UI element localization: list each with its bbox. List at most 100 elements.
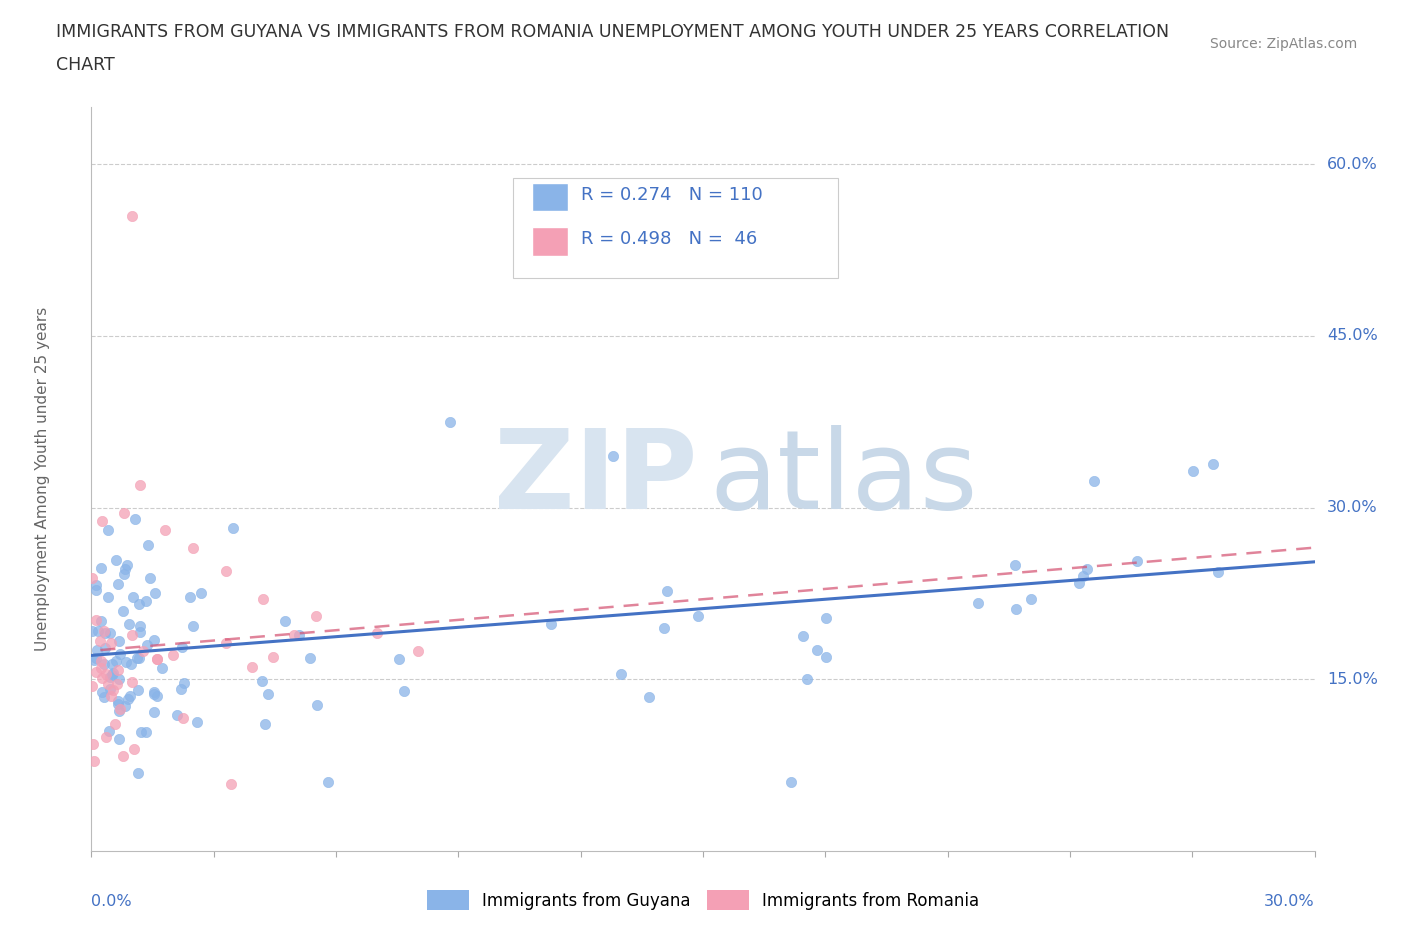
- Point: [1076, 562, 1098, 577]
- Point: [91, 671, 114, 685]
- Point: [815, 650, 838, 665]
- Point: [107, 671, 129, 686]
- Point: [100, 636, 122, 651]
- Point: [128, 625, 150, 640]
- Point: [117, 617, 139, 631]
- Text: IMMIGRANTS FROM GUYANA VS IMMIGRANTS FROM ROMANIA UNEMPLOYMENT AMONG YOUTH UNDER: IMMIGRANTS FROM GUYANA VS IMMIGRANTS FRO…: [56, 23, 1170, 41]
- Point: [97, 590, 120, 604]
- Legend: Immigrants from Guyana, Immigrants from Romania: Immigrants from Guyana, Immigrants from …: [420, 884, 986, 917]
- Point: [966, 595, 988, 610]
- Point: [262, 649, 284, 664]
- Point: [101, 657, 124, 671]
- Point: [143, 684, 166, 699]
- Point: [84, 613, 107, 628]
- Point: [108, 732, 131, 747]
- Point: [121, 674, 143, 689]
- Point: [655, 583, 678, 598]
- Point: [84, 665, 107, 680]
- Point: [124, 741, 146, 756]
- Point: [298, 651, 321, 666]
- Point: [143, 633, 166, 648]
- Point: [107, 694, 129, 709]
- Point: [105, 676, 128, 691]
- Point: [814, 610, 837, 625]
- Point: [86, 582, 108, 597]
- Point: [181, 619, 204, 634]
- Point: [111, 749, 134, 764]
- Point: [146, 688, 169, 703]
- Point: [114, 561, 136, 576]
- Point: [90, 561, 112, 576]
- Point: [108, 647, 131, 662]
- Text: atlas: atlas: [709, 425, 977, 533]
- Point: [190, 586, 212, 601]
- Point: [105, 552, 128, 567]
- Text: 45.0%: 45.0%: [1327, 328, 1378, 343]
- Point: [179, 590, 201, 604]
- Point: [135, 724, 157, 739]
- Point: [170, 681, 193, 696]
- Point: [1067, 576, 1090, 591]
- Point: [406, 644, 429, 658]
- Point: [1004, 557, 1026, 572]
- Point: [240, 659, 263, 674]
- Point: [89, 633, 111, 648]
- Point: [366, 626, 388, 641]
- Point: [100, 626, 122, 641]
- Point: [93, 623, 115, 638]
- Point: [602, 448, 624, 463]
- Point: [82, 624, 104, 639]
- Text: 0.0%: 0.0%: [91, 895, 132, 910]
- Text: 30.0%: 30.0%: [1327, 500, 1378, 515]
- Point: [166, 708, 188, 723]
- Text: Unemployment Among Youth under 25 years: Unemployment Among Youth under 25 years: [35, 307, 51, 651]
- Point: [97, 523, 120, 538]
- Point: [122, 590, 145, 604]
- Point: [107, 577, 129, 591]
- Point: [136, 538, 159, 552]
- Point: [98, 724, 121, 739]
- Point: [93, 657, 115, 671]
- Point: [142, 705, 165, 720]
- Point: [107, 662, 129, 677]
- Point: [121, 627, 143, 642]
- Point: [136, 637, 159, 652]
- Point: [273, 613, 295, 628]
- Point: [1182, 464, 1205, 479]
- Point: [388, 652, 411, 667]
- Point: [257, 686, 280, 701]
- Point: [121, 208, 143, 223]
- Point: [143, 585, 166, 600]
- Point: [120, 657, 142, 671]
- Text: Source: ZipAtlas.com: Source: ZipAtlas.com: [1209, 37, 1357, 51]
- Point: [107, 703, 129, 718]
- Point: [90, 660, 112, 675]
- Point: [86, 624, 108, 639]
- Point: [94, 730, 117, 745]
- Point: [127, 766, 149, 781]
- Point: [138, 571, 160, 586]
- Point: [392, 684, 415, 698]
- Point: [1019, 591, 1042, 606]
- Point: [94, 625, 117, 640]
- Text: CHART: CHART: [56, 56, 115, 73]
- Point: [172, 711, 194, 725]
- Point: [162, 647, 184, 662]
- Point: [610, 667, 633, 682]
- Point: [108, 701, 131, 716]
- Point: [91, 684, 114, 699]
- Point: [98, 670, 121, 684]
- Point: [129, 724, 152, 739]
- Point: [129, 618, 152, 633]
- Point: [1206, 565, 1229, 580]
- Point: [94, 667, 117, 682]
- Point: [117, 558, 139, 573]
- Point: [127, 683, 149, 698]
- Point: [146, 652, 169, 667]
- Point: [90, 653, 112, 668]
- Point: [91, 513, 114, 528]
- Point: [131, 644, 153, 658]
- Point: [124, 512, 146, 526]
- Text: 15.0%: 15.0%: [1327, 671, 1378, 686]
- Point: [83, 652, 105, 667]
